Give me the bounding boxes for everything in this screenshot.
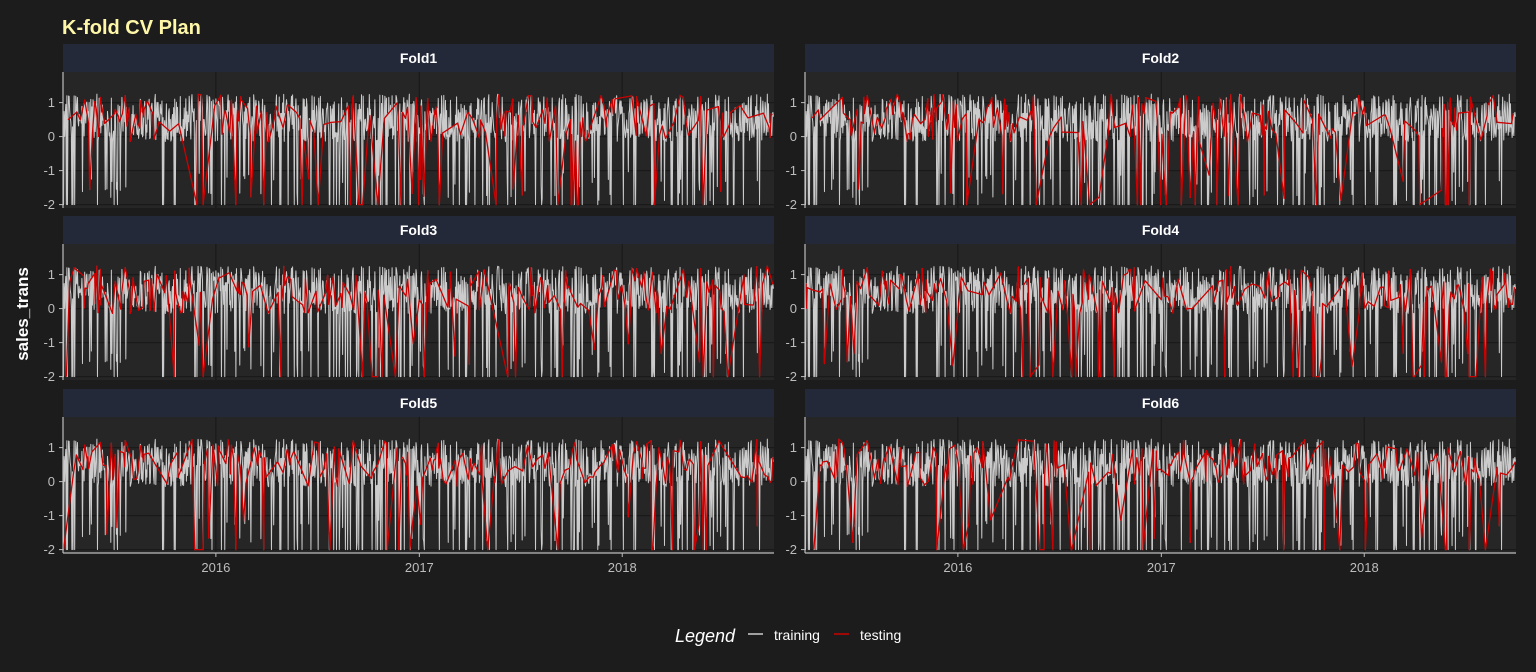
x-tick-label: 2017 xyxy=(1147,560,1176,575)
facet-strip xyxy=(805,44,1516,72)
y-tick-label: -1 xyxy=(785,508,797,523)
facet-strip-label: Fold6 xyxy=(1142,395,1180,411)
y-tick-label: -1 xyxy=(43,508,55,523)
y-tick-label: -2 xyxy=(43,197,55,212)
y-tick-label: 1 xyxy=(790,267,797,282)
chart-title: K-fold CV Plan xyxy=(62,17,201,39)
facet-strip xyxy=(63,44,774,72)
facet-strip xyxy=(63,389,774,417)
y-tick-label: -1 xyxy=(785,335,797,350)
series-line-training xyxy=(63,93,774,206)
y-tick-label: 1 xyxy=(48,440,55,455)
facet-panel: Fold5 -2 -1 0 1 2016 2017 2018 xyxy=(43,389,774,575)
series-line-training xyxy=(805,93,1516,206)
y-tick-label: 0 xyxy=(790,474,797,489)
facet-strip xyxy=(805,216,1516,244)
facet-strip-label: Fold3 xyxy=(400,222,438,238)
series-line-testing xyxy=(805,266,1515,378)
y-tick-label: -2 xyxy=(43,369,55,384)
y-tick-label: 0 xyxy=(48,474,55,489)
facet-panel: Fold3 -2 -1 0 1 xyxy=(43,216,774,384)
y-tick-label: 1 xyxy=(790,440,797,455)
y-tick-label: 1 xyxy=(790,95,797,110)
y-tick-label: 0 xyxy=(48,129,55,144)
series-line-testing xyxy=(65,265,774,378)
x-tick-label: 2017 xyxy=(405,560,434,575)
y-tick-label: 0 xyxy=(790,129,797,144)
legend: Legend training testing xyxy=(675,626,901,646)
series-line-testing xyxy=(62,438,774,551)
facet-panel: Fold2 -2 -1 0 1 xyxy=(785,44,1516,212)
x-tick-label: 2016 xyxy=(201,560,230,575)
y-tick-label: 0 xyxy=(48,301,55,316)
y-tick-label: 1 xyxy=(48,95,55,110)
facet-strip-label: Fold2 xyxy=(1142,50,1180,66)
facet-panel: Fold6 -2 -1 0 1 2016 2017 2018 xyxy=(785,389,1517,575)
x-tick-label: 2018 xyxy=(1350,560,1379,575)
x-tick-label: 2018 xyxy=(608,560,637,575)
y-tick-label: -1 xyxy=(43,335,55,350)
y-tick-label: 0 xyxy=(790,301,797,316)
facet-panel: Fold1 -2 -1 0 1 xyxy=(43,44,774,212)
y-tick-label: -2 xyxy=(785,542,797,557)
facet-strip-label: Fold4 xyxy=(1142,222,1180,238)
y-axis-label: sales_trans xyxy=(13,267,32,361)
y-tick-label: -2 xyxy=(43,542,55,557)
y-tick-label: -2 xyxy=(785,197,797,212)
series-line-training xyxy=(63,265,774,378)
facet-strip xyxy=(63,216,774,244)
y-tick-label: -2 xyxy=(785,369,797,384)
series-line-training xyxy=(63,438,774,551)
y-tick-label: -1 xyxy=(785,163,797,178)
facet-panels: Fold1 -2 -1 0 1 Fold2 -2 -1 0 1 Fold3 -2 -1 0 1 Fold4 -2… xyxy=(43,44,1517,575)
legend-label-training: training xyxy=(774,627,820,643)
legend-title: Legend xyxy=(675,626,736,646)
facet-strip-label: Fold5 xyxy=(400,395,438,411)
series-line-testing xyxy=(67,93,773,206)
series-line-training xyxy=(805,265,1516,378)
facet-strip-label: Fold1 xyxy=(400,50,438,66)
legend-label-testing: testing xyxy=(860,627,901,643)
series-line-testing xyxy=(813,438,1517,551)
x-tick-label: 2016 xyxy=(943,560,972,575)
y-tick-label: -1 xyxy=(43,163,55,178)
facet-panel: Fold4 -2 -1 0 1 xyxy=(785,216,1516,384)
series-line-testing xyxy=(811,93,1514,206)
facet-strip xyxy=(805,389,1516,417)
y-tick-label: 1 xyxy=(48,267,55,282)
